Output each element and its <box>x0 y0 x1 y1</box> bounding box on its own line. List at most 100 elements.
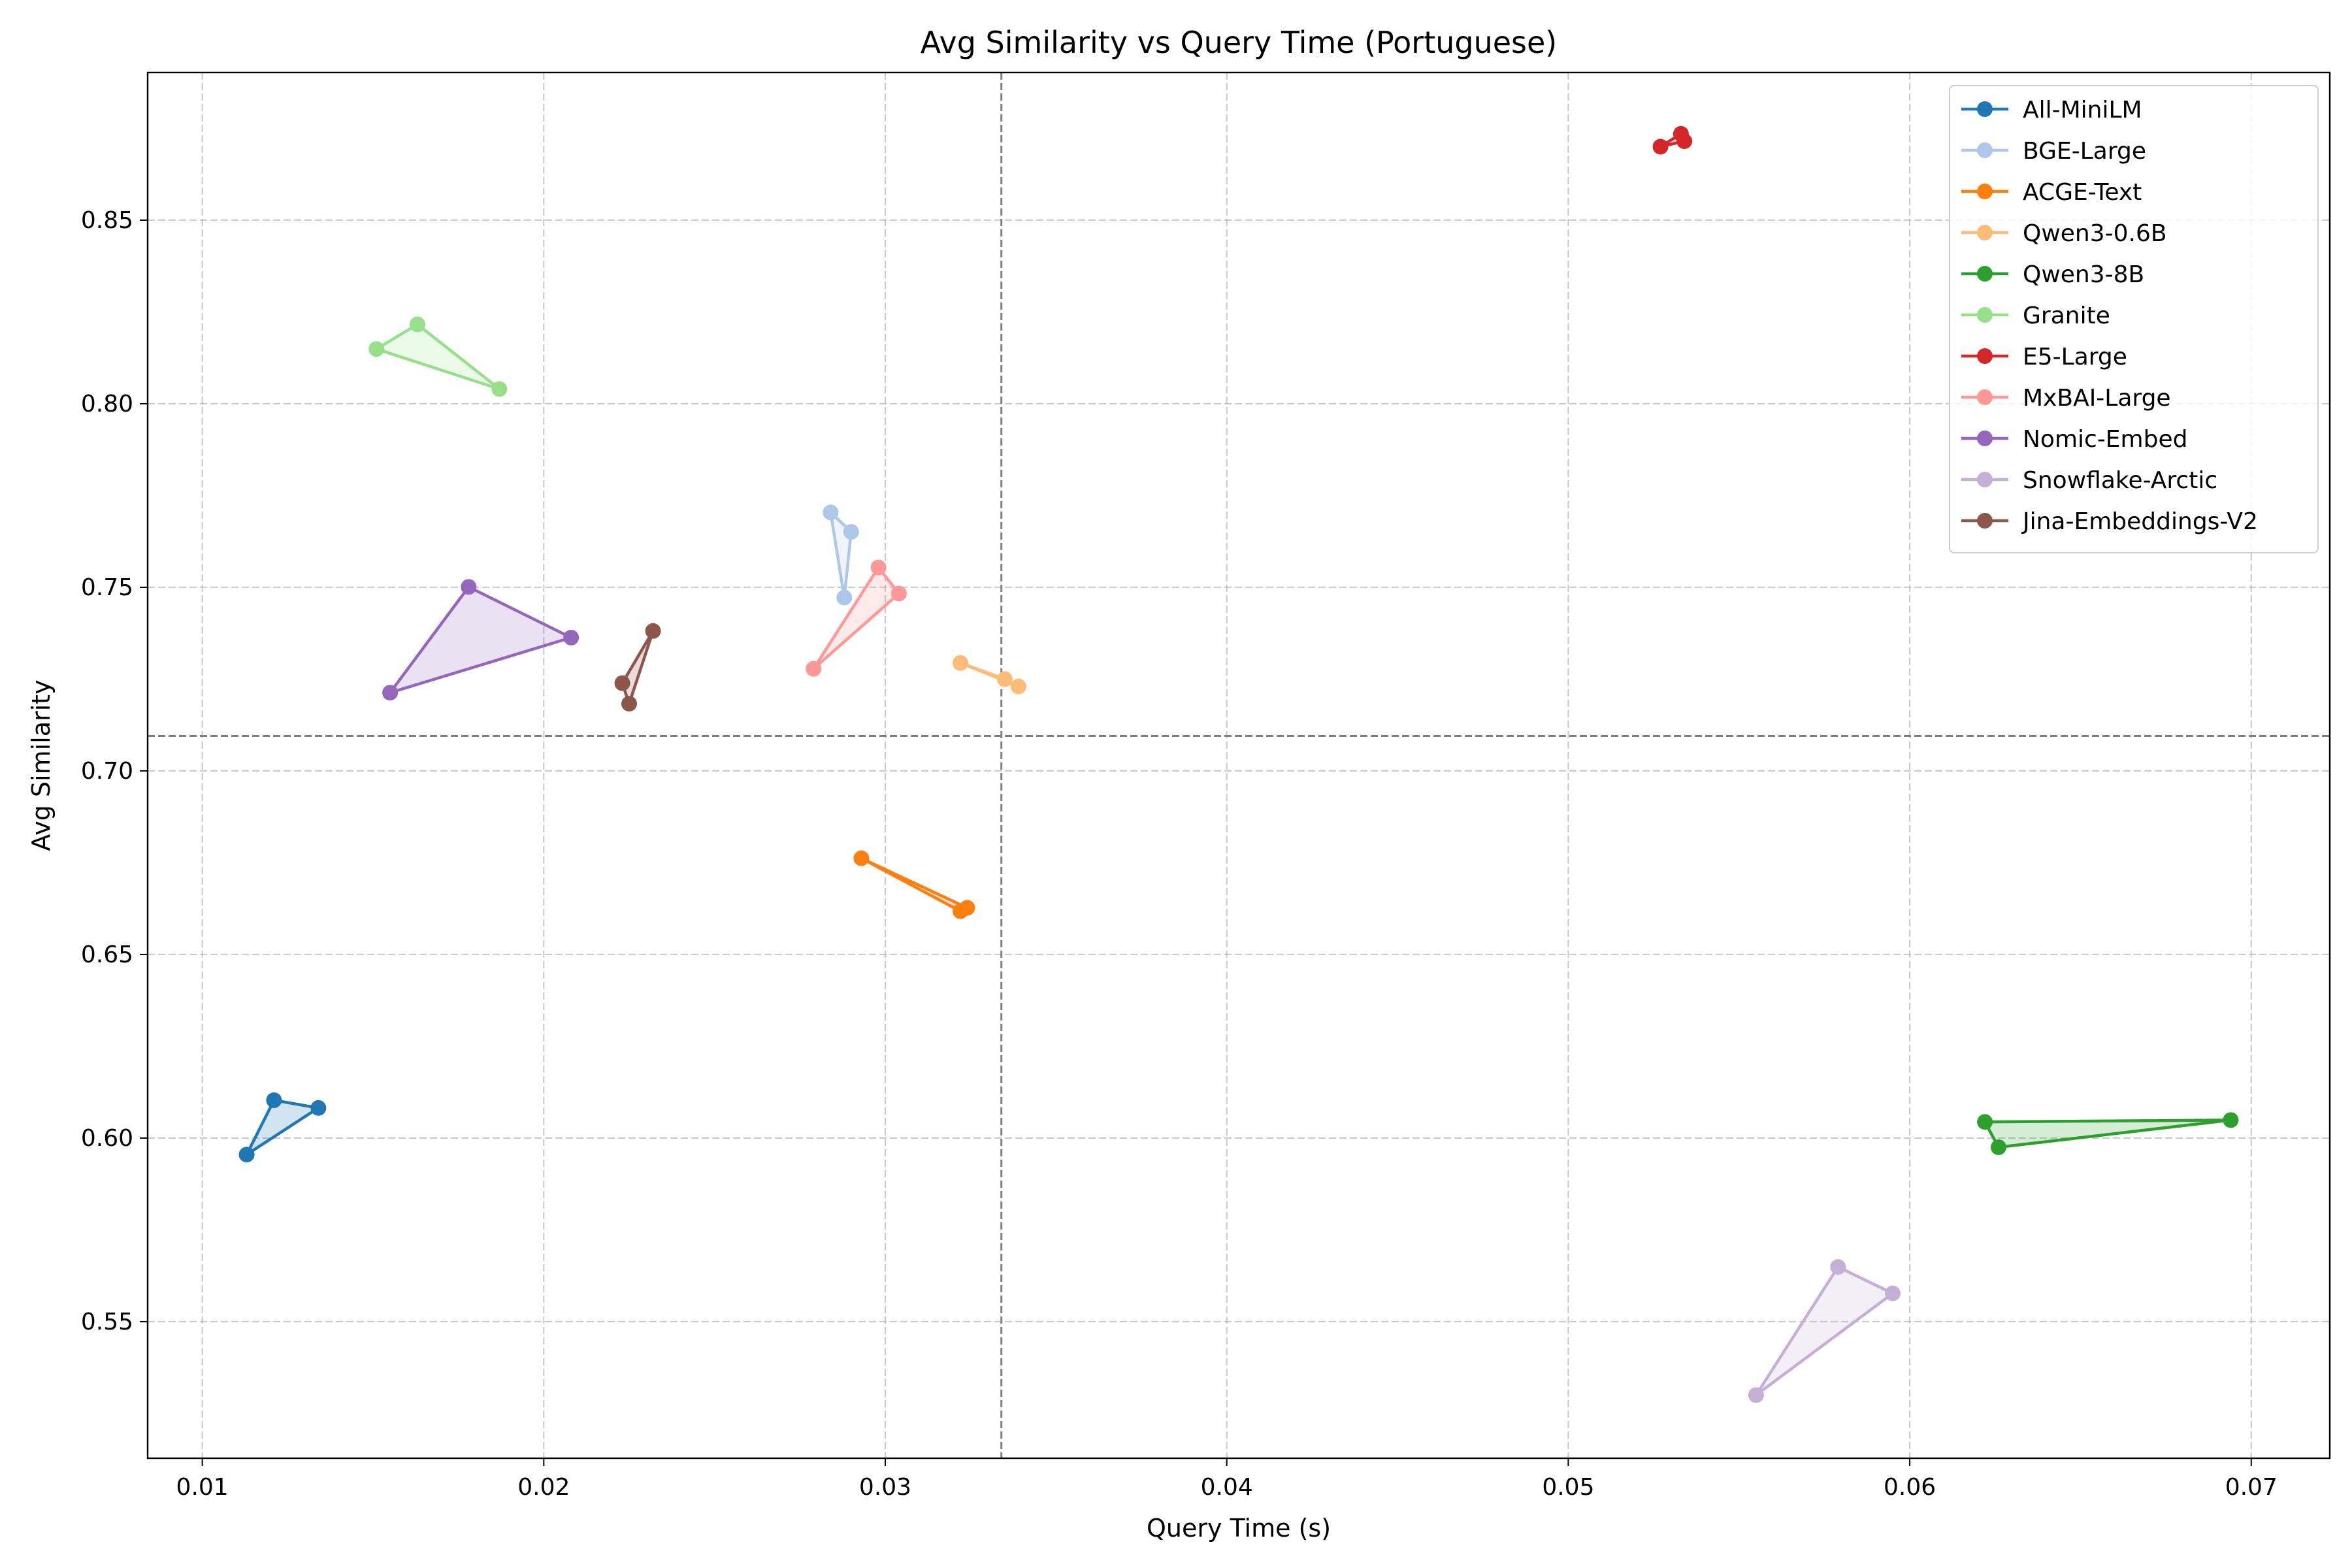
data-point <box>491 381 508 397</box>
y-axis-label: Avg Similarity <box>27 679 56 851</box>
y-tick-label: 0.80 <box>81 391 133 417</box>
legend-marker <box>1977 307 1993 323</box>
series-line <box>245 1098 320 1156</box>
data-point <box>1676 133 1693 150</box>
series-fill-area <box>246 1100 319 1155</box>
legend-marker <box>1977 101 1993 117</box>
data-point <box>1748 1387 1764 1403</box>
series-line <box>388 585 573 694</box>
legend-label: All-MiniLM <box>2023 97 2142 123</box>
legend-label: Qwen3-8B <box>2023 261 2144 288</box>
series-line <box>621 629 655 706</box>
legend-marker <box>1977 472 1993 487</box>
legend-item-qwen3-0-6b: Qwen3-0.6B <box>1961 220 2167 247</box>
data-point <box>823 504 839 521</box>
series-line <box>374 323 501 391</box>
series-fill-area <box>1756 1267 1893 1396</box>
data-point <box>1830 1259 1846 1275</box>
data-point <box>310 1100 327 1116</box>
y-axis-ticks: 0.55 0.60 0.65 0.70 0.75 0.80 0.85 <box>81 207 148 1335</box>
series-jina-embeddings-v2 <box>614 623 661 712</box>
series-line <box>1983 1119 2232 1149</box>
data-point <box>806 661 822 677</box>
series-all-minilm <box>238 1092 327 1163</box>
series-qwen3-0-6b <box>953 655 1026 694</box>
series-mxbai-large <box>806 559 907 677</box>
data-point <box>853 850 870 866</box>
legend-item-e5-large: E5-Large <box>1961 344 2127 370</box>
legend-marker <box>1977 513 1993 529</box>
legend-item-all-minilm: All-MiniLM <box>1961 97 2142 123</box>
series-fill-area <box>622 630 653 704</box>
data-point <box>1652 139 1669 155</box>
legend-item-acge-text: ACGE-Text <box>1961 179 2142 206</box>
legend-item-nomic-embed: Nomic-Embed <box>1961 426 2187 453</box>
x-tick-label: 0.05 <box>1542 1474 1594 1501</box>
data-point <box>368 341 385 357</box>
data-point <box>563 629 580 645</box>
legend: All-MiniLM BGE-Large ACGE-Text Qwen3-0.6B Qw… <box>1949 85 2319 553</box>
data-point <box>953 655 969 671</box>
legend-item-bge-large: BGE-Large <box>1961 138 2146 165</box>
data-point <box>1884 1285 1901 1301</box>
series-line <box>1754 1265 1895 1397</box>
data-point <box>2223 1112 2239 1128</box>
data-point <box>382 685 399 701</box>
x-axis-label: Query Time (s) <box>1147 1514 1331 1543</box>
legend-marker <box>1977 389 1993 405</box>
legend-marker <box>1977 348 1993 364</box>
y-tick-label: 0.85 <box>81 207 133 234</box>
legend-item-snowflake-arctic: Snowflake-Arctic <box>1961 467 2217 494</box>
reference-lines <box>148 73 2330 1458</box>
legend-label: Nomic-Embed <box>2023 426 2187 453</box>
data-point <box>836 589 853 606</box>
series-qwen3-8b <box>1977 1112 2239 1155</box>
data-point <box>1990 1139 2006 1155</box>
data-point <box>959 900 975 916</box>
legend-label: Jina-Embeddings-V2 <box>2021 508 2258 535</box>
legend-marker <box>1977 184 1993 199</box>
x-tick-label: 0.01 <box>176 1474 229 1501</box>
series-layer <box>238 125 2239 1403</box>
legend-label: MxBAI-Large <box>2023 385 2171 412</box>
y-tick-label: 0.65 <box>81 941 133 968</box>
y-tick-label: 0.60 <box>81 1125 133 1152</box>
series-granite <box>368 316 508 397</box>
data-point <box>843 524 859 540</box>
legend-item-jina-embeddings-v2: Jina-Embeddings-V2 <box>1961 508 2258 535</box>
x-tick-label: 0.03 <box>859 1474 911 1501</box>
legend-item-qwen3-8b: Qwen3-8B <box>1961 261 2144 288</box>
data-point <box>621 696 637 712</box>
chart-title: Avg Similarity vs Query Time (Portuguese… <box>921 25 1558 60</box>
data-point <box>1977 1114 1993 1130</box>
series-fill-area <box>376 324 500 389</box>
data-point <box>1010 678 1026 694</box>
data-point <box>645 623 661 639</box>
data-point <box>614 675 630 691</box>
series-e5-large <box>1652 125 1693 155</box>
x-tick-label: 0.04 <box>1201 1474 1253 1501</box>
data-point <box>409 316 425 333</box>
series-acge-text <box>853 850 975 919</box>
data-point <box>461 579 477 595</box>
legend-label: BGE-Large <box>2023 138 2146 165</box>
legend-box <box>1949 85 2319 553</box>
legend-item-granite: Granite <box>1961 302 2110 329</box>
series-snowflake-arctic <box>1748 1259 1901 1403</box>
legend-label: E5-Large <box>2023 344 2127 370</box>
legend-label: Qwen3-0.6B <box>2023 220 2167 247</box>
x-tick-label: 0.07 <box>2225 1474 2278 1501</box>
data-point <box>238 1147 255 1163</box>
grid <box>148 73 2330 1458</box>
legend-marker <box>1977 431 1993 446</box>
data-point <box>266 1092 282 1109</box>
x-axis-ticks: 0.01 0.02 0.03 0.04 0.05 0.06 0.07 <box>176 1458 2278 1501</box>
series-fill-area <box>813 567 899 669</box>
series-line <box>829 511 853 599</box>
legend-label: Snowflake-Arctic <box>2023 467 2217 494</box>
legend-label: ACGE-Text <box>2023 179 2142 206</box>
series-nomic-embed <box>382 579 580 701</box>
plot-area-frame <box>146 71 2331 1460</box>
y-tick-label: 0.55 <box>81 1309 133 1335</box>
